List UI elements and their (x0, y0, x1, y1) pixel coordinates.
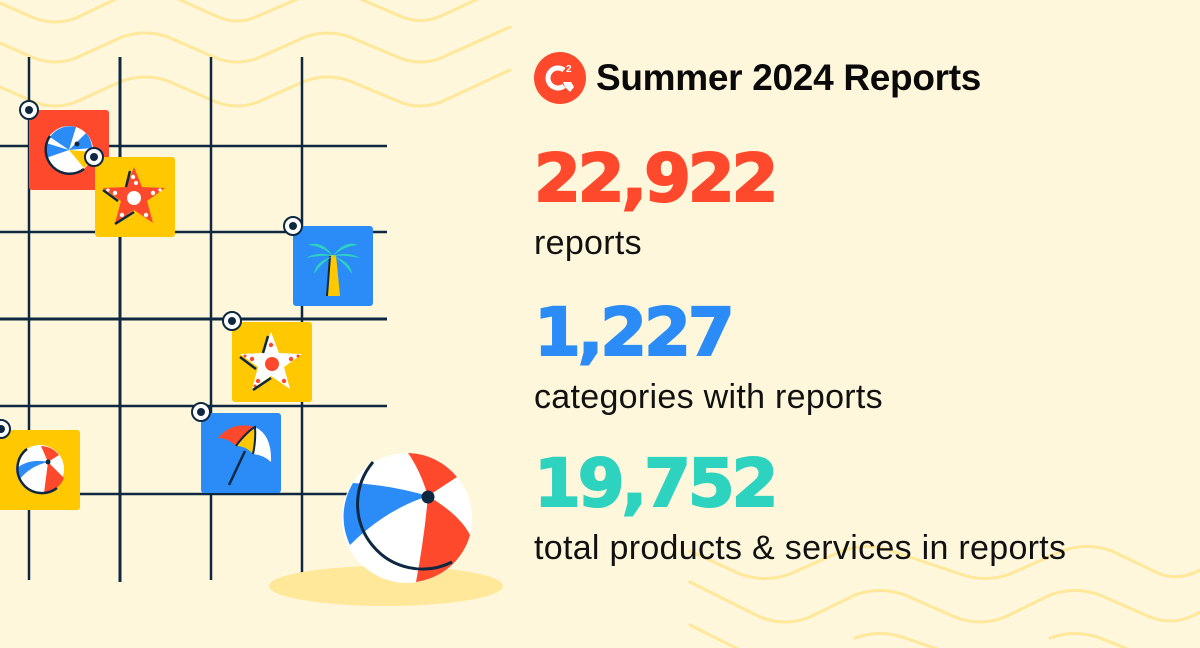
stat-categories: 1,227 categories with reports (533, 299, 883, 416)
wave-pattern-bottom (688, 545, 1200, 648)
pin-markers (0, 100, 303, 439)
tile-starfish-yellow-2 (232, 322, 312, 402)
beach-ball-icon (16, 445, 64, 495)
starfish-icon (102, 167, 165, 226)
stat-value: 1,227 (533, 294, 736, 371)
stat-products: 19,752 total products & services in repo… (533, 450, 1067, 567)
tile-palm-blue (293, 226, 373, 306)
svg-text:2: 2 (566, 64, 572, 75)
stat-label: total products & services in reports (534, 529, 1067, 567)
beach-ball-icon (44, 126, 93, 175)
palm-tree-icon (306, 243, 360, 297)
stat-label: reports (534, 224, 642, 262)
tile-beach-ball-red (29, 110, 109, 190)
large-beach-ball (269, 453, 503, 606)
header: 2 Summer 2024 Reports (534, 52, 981, 104)
g2-logo-icon: 2 (534, 52, 586, 104)
stat-value: 22,922 (533, 140, 780, 217)
stat-reports: 22,922 reports (533, 145, 780, 262)
tile-umbrella-blue (201, 413, 281, 493)
page-title: Summer 2024 Reports (596, 57, 982, 98)
wave-pattern-top (0, 0, 512, 108)
tile-beach-ball-yellow (0, 430, 80, 510)
stat-label: categories with reports (534, 378, 883, 416)
tile-starfish-yellow (95, 157, 175, 237)
starfish-icon (239, 332, 302, 392)
beach-ball-icon (342, 453, 472, 583)
umbrella-icon (218, 425, 272, 486)
stat-value: 19,752 (533, 445, 780, 522)
